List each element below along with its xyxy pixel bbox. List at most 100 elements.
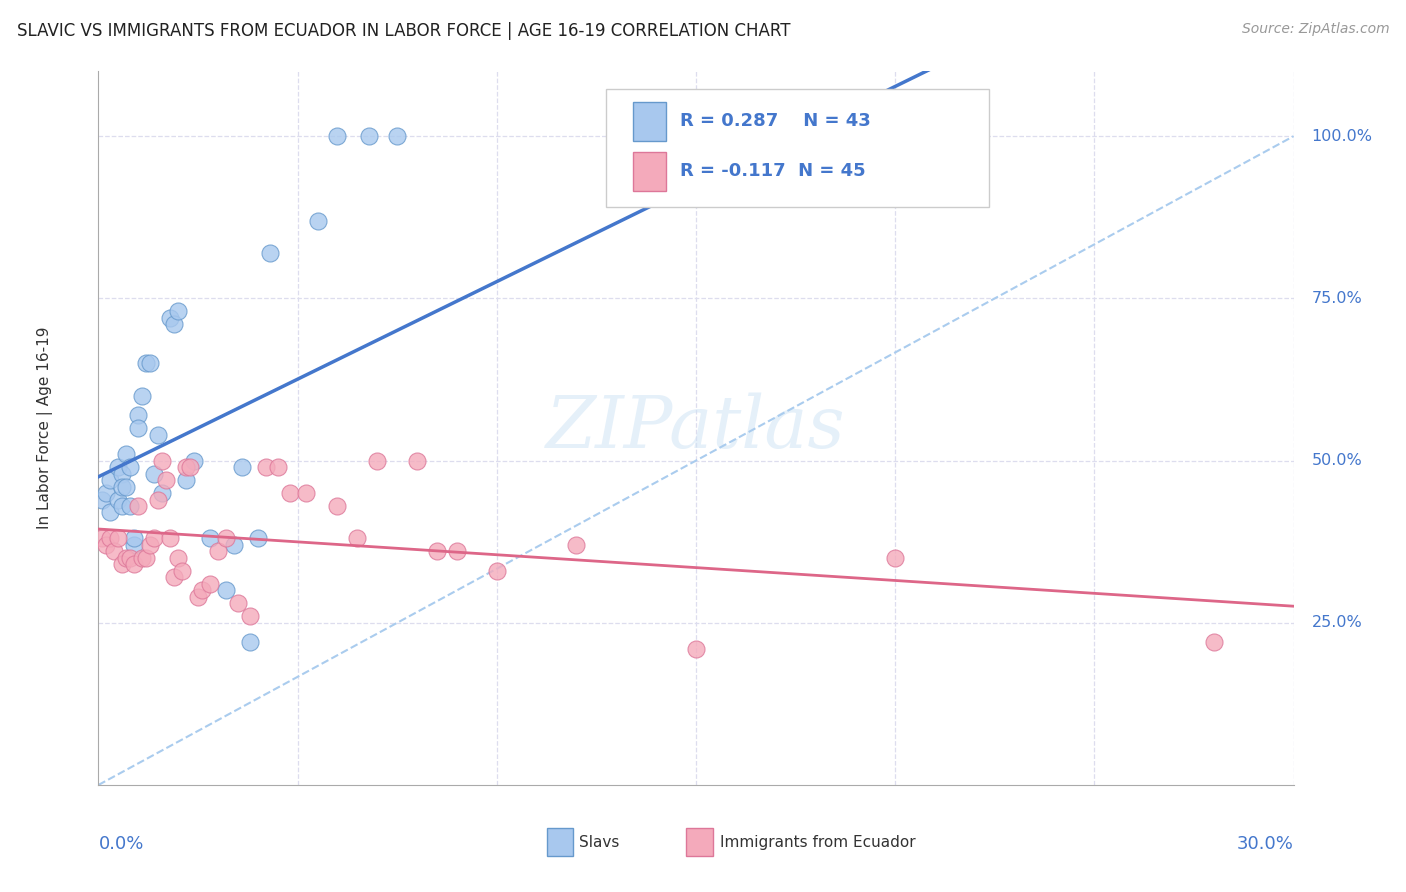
Point — [278, 486, 301, 500]
Point — [326, 499, 349, 513]
Bar — [686, 828, 713, 856]
Point — [307, 213, 329, 227]
Point — [111, 499, 134, 513]
Point — [172, 564, 194, 578]
Point — [174, 473, 197, 487]
Text: R = -0.117  N = 45: R = -0.117 N = 45 — [681, 162, 866, 180]
Point — [198, 532, 221, 546]
Point — [565, 538, 588, 552]
Point — [139, 356, 162, 370]
Text: 50.0%: 50.0% — [1312, 453, 1362, 468]
Point — [127, 408, 149, 422]
Point — [904, 129, 927, 144]
Text: 30.0%: 30.0% — [1237, 835, 1294, 853]
Point — [107, 460, 129, 475]
Point — [98, 506, 122, 520]
Point — [326, 129, 349, 144]
Point — [267, 460, 290, 475]
Point — [254, 460, 277, 475]
Text: 75.0%: 75.0% — [1312, 291, 1362, 306]
Point — [107, 492, 129, 507]
Text: 100.0%: 100.0% — [1312, 128, 1372, 144]
Point — [159, 532, 181, 546]
Text: 0.0%: 0.0% — [98, 835, 143, 853]
Point — [115, 479, 138, 493]
Point — [131, 550, 153, 565]
Point — [876, 129, 898, 144]
Bar — [633, 102, 666, 141]
Point — [446, 544, 468, 558]
Point — [385, 129, 409, 144]
Text: ZIPatlas: ZIPatlas — [546, 392, 846, 464]
Point — [239, 635, 262, 649]
Point — [215, 532, 238, 546]
Point — [91, 532, 114, 546]
Point — [187, 590, 209, 604]
Point — [124, 558, 146, 572]
Point — [163, 570, 186, 584]
Point — [120, 550, 142, 565]
Point — [124, 538, 146, 552]
Point — [115, 550, 138, 565]
Point — [111, 467, 134, 481]
Point — [191, 583, 214, 598]
Point — [485, 564, 508, 578]
Text: Slavs: Slavs — [579, 835, 619, 849]
Point — [96, 538, 118, 552]
Point — [98, 473, 122, 487]
Point — [91, 492, 114, 507]
Point — [215, 583, 238, 598]
FancyBboxPatch shape — [606, 89, 988, 207]
Point — [98, 532, 122, 546]
Point — [163, 318, 186, 332]
Point — [159, 310, 181, 325]
Point — [804, 129, 827, 144]
Point — [111, 558, 134, 572]
Point — [174, 460, 197, 475]
Point — [167, 304, 190, 318]
Point — [120, 499, 142, 513]
Point — [226, 596, 249, 610]
Point — [406, 453, 429, 467]
Point — [143, 532, 166, 546]
Text: In Labor Force | Age 16-19: In Labor Force | Age 16-19 — [37, 326, 52, 530]
Point — [148, 427, 170, 442]
Point — [359, 129, 381, 144]
Text: 25.0%: 25.0% — [1312, 615, 1362, 631]
Point — [231, 460, 253, 475]
Point — [179, 460, 201, 475]
Point — [167, 550, 190, 565]
Point — [139, 538, 162, 552]
Point — [127, 421, 149, 435]
Point — [131, 389, 153, 403]
Point — [155, 473, 177, 487]
Point — [198, 577, 221, 591]
Point — [884, 550, 907, 565]
Bar — [547, 828, 572, 856]
Bar — [633, 152, 666, 191]
Point — [426, 544, 449, 558]
Point — [1202, 635, 1225, 649]
Point — [143, 467, 166, 481]
Text: R = 0.287    N = 43: R = 0.287 N = 43 — [681, 112, 872, 130]
Point — [239, 609, 262, 624]
Point — [222, 538, 245, 552]
Text: Immigrants from Ecuador: Immigrants from Ecuador — [720, 835, 915, 849]
Point — [115, 447, 138, 461]
Point — [127, 499, 149, 513]
Point — [259, 246, 281, 260]
Point — [346, 532, 368, 546]
Point — [150, 486, 173, 500]
Point — [107, 532, 129, 546]
Point — [96, 486, 118, 500]
Point — [207, 544, 229, 558]
Point — [865, 129, 887, 144]
Text: Source: ZipAtlas.com: Source: ZipAtlas.com — [1241, 22, 1389, 37]
Point — [183, 453, 205, 467]
Point — [135, 356, 157, 370]
Point — [148, 492, 170, 507]
Point — [124, 532, 146, 546]
Point — [135, 550, 157, 565]
Point — [246, 532, 269, 546]
Point — [294, 486, 316, 500]
